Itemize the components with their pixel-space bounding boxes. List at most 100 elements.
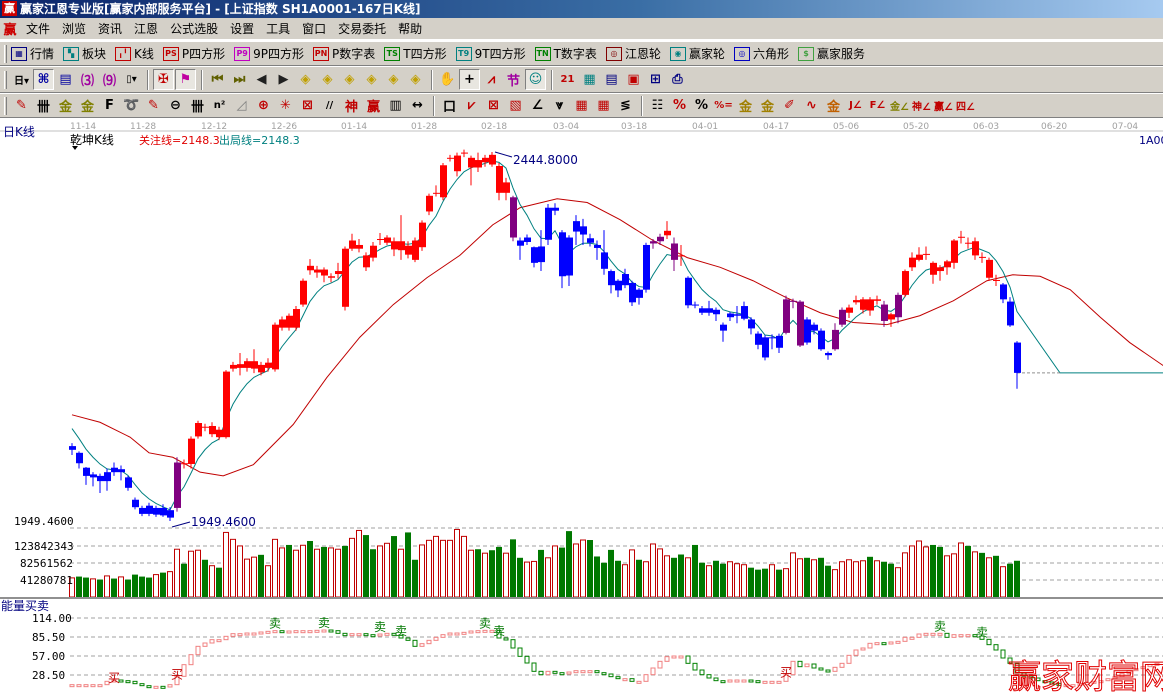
save-button[interactable]: ▣ bbox=[623, 69, 644, 90]
menu-browse[interactable]: 浏览 bbox=[62, 21, 87, 36]
toolbar-button-dollar[interactable]: $ 赢家服务 bbox=[797, 45, 865, 62]
ying-angle-button[interactable]: 赢∠ bbox=[933, 95, 954, 116]
gold-line-button[interactable]: 金 bbox=[55, 95, 76, 116]
si-angle-button[interactable]: 四∠ bbox=[955, 95, 976, 116]
chart3-button[interactable]: ⑶ bbox=[77, 69, 98, 90]
gold-circle-button[interactable]: 金 bbox=[735, 95, 756, 116]
last-button[interactable]: ⏭ bbox=[229, 69, 250, 90]
printer-button[interactable]: ⎙ bbox=[667, 69, 688, 90]
toolbar-button-t9[interactable]: T9 9T四方形 bbox=[455, 45, 526, 62]
pattern-button[interactable]: ⌘ bbox=[33, 69, 54, 90]
menu-trade[interactable]: 交易委托 bbox=[338, 21, 387, 36]
menu-help[interactable]: 帮助 bbox=[398, 21, 423, 36]
candle-dropdown[interactable]: ▯▾ bbox=[121, 69, 142, 90]
toolbar-grip[interactable] bbox=[4, 96, 7, 115]
panel-splitter[interactable] bbox=[0, 597, 1163, 599]
expand-h-button[interactable]: ◈ bbox=[339, 69, 360, 90]
percent-eq-button[interactable]: %= bbox=[713, 95, 734, 116]
toolbar-button-pn[interactable]: PN P数字表 bbox=[313, 45, 375, 62]
target-button[interactable]: ⊕ bbox=[253, 95, 274, 116]
toolbar-button-p9[interactable]: P9 9P四方形 bbox=[234, 45, 304, 62]
toolbar-button-ps[interactable]: PS P四方形 bbox=[162, 45, 225, 62]
star-button[interactable]: ✳ bbox=[275, 95, 296, 116]
gold-line3-button[interactable]: 金 bbox=[823, 95, 844, 116]
indicator-name[interactable]: 乾坤K线 bbox=[70, 132, 114, 147]
grid-box2-button[interactable]: ▦ bbox=[593, 95, 614, 116]
crosshair-button[interactable]: + bbox=[459, 69, 480, 90]
gold-eq-button[interactable]: 金 bbox=[757, 95, 778, 116]
menu-logo-icon[interactable]: 赢 bbox=[3, 23, 17, 38]
spiral-button[interactable]: ➰ bbox=[121, 95, 142, 116]
toolbar-button-hexagon[interactable]: ◎ 六角形 bbox=[733, 45, 789, 62]
box-hatch-button[interactable]: ▧ bbox=[505, 95, 526, 116]
brush-button[interactable]: ✐ bbox=[779, 95, 800, 116]
zoom-in-button[interactable]: ◈ bbox=[383, 69, 404, 90]
menu-settings[interactable]: 设置 bbox=[230, 21, 255, 36]
shen-button[interactable]: 神 bbox=[341, 95, 362, 116]
left-button[interactable]: ◀ bbox=[251, 69, 272, 90]
calculator-button[interactable]: ▦ bbox=[579, 69, 600, 90]
toolbar-button-blocks[interactable]: ▚ 板块 bbox=[63, 45, 106, 62]
period-day-dropdown[interactable]: 日▾ bbox=[11, 69, 32, 90]
toolbar-grip[interactable] bbox=[4, 44, 7, 63]
n2-button[interactable]: n² bbox=[209, 95, 230, 116]
toolbar-button-tn[interactable]: TN T数字表 bbox=[534, 45, 597, 62]
right-button[interactable]: ▶ bbox=[273, 69, 294, 90]
expand-v-button[interactable]: ◈ bbox=[405, 69, 426, 90]
box-button[interactable]: ⊠ bbox=[297, 95, 318, 116]
grid-box-button[interactable]: ▦ bbox=[571, 95, 592, 116]
box-diag-button[interactable]: ⊠ bbox=[483, 95, 504, 116]
menu-tools[interactable]: 工具 bbox=[266, 21, 291, 36]
fan-button[interactable]: ⩗ bbox=[461, 95, 482, 116]
slash-button[interactable]: // bbox=[319, 95, 340, 116]
angle-button[interactable]: ∠ bbox=[527, 95, 548, 116]
toolbar-button-kline[interactable]: ╻╹ K线 bbox=[115, 45, 154, 62]
face-button[interactable]: ☺ bbox=[525, 69, 546, 90]
arrows-button[interactable]: ↔ bbox=[407, 95, 428, 116]
percent-line-button[interactable]: % bbox=[669, 95, 690, 116]
chart-area[interactable]: 11-14 11-28 12-12 12-26 01-14 01-28 02-18 03-04… bbox=[0, 118, 1163, 695]
zoom-right-button[interactable]: ◈ bbox=[317, 69, 338, 90]
wave-button[interactable]: ∿ bbox=[801, 95, 822, 116]
f-angle-button[interactable]: F∠ bbox=[867, 95, 888, 116]
first-button[interactable]: ⏮ bbox=[207, 69, 228, 90]
percent-button[interactable]: % bbox=[691, 95, 712, 116]
ying-button[interactable]: 赢 bbox=[363, 95, 384, 116]
zoom-left-button[interactable]: ◈ bbox=[295, 69, 316, 90]
menu-gann[interactable]: 江恩 bbox=[134, 21, 159, 36]
grid2-button[interactable]: 卌 bbox=[187, 95, 208, 116]
indicator-dropdown-icon[interactable] bbox=[72, 146, 78, 150]
shen-angle-button[interactable]: 神∠ bbox=[911, 95, 932, 116]
pen-button[interactable]: ✎ bbox=[11, 95, 32, 116]
notebook-button[interactable]: ▤ bbox=[601, 69, 622, 90]
square-button[interactable]: 口 bbox=[439, 95, 460, 116]
pen2-button[interactable]: ✎ bbox=[143, 95, 164, 116]
toolbar-button-winner-wheel[interactable]: ◉ 赢家轮 bbox=[669, 45, 725, 62]
circle-button[interactable]: ⊖ bbox=[165, 95, 186, 116]
v-button[interactable]: ⩔ bbox=[549, 95, 570, 116]
flag-button[interactable]: ⚑ bbox=[175, 69, 196, 90]
parallel-button[interactable]: ≶ bbox=[615, 95, 636, 116]
line-button[interactable]: ⩘ bbox=[481, 69, 502, 90]
hand-button[interactable]: ✋ bbox=[437, 69, 458, 90]
hatch-button[interactable]: ▥ bbox=[385, 95, 406, 116]
grid-lines-button[interactable]: 卌 bbox=[33, 95, 54, 116]
gold-line2-button[interactable]: 金 bbox=[77, 95, 98, 116]
cross-analysis-button[interactable]: ✠ bbox=[153, 69, 174, 90]
menu-info[interactable]: 资讯 bbox=[98, 21, 123, 36]
table2-button[interactable]: ☷ bbox=[647, 95, 668, 116]
calendar-button[interactable]: 21 bbox=[557, 69, 578, 90]
toolbar-grip[interactable] bbox=[4, 70, 7, 89]
triangle-button[interactable]: ◿ bbox=[231, 95, 252, 116]
gold-angle-button[interactable]: 金∠ bbox=[889, 95, 910, 116]
chart9-button[interactable]: ⑼ bbox=[99, 69, 120, 90]
j-angle-button[interactable]: J∠ bbox=[845, 95, 866, 116]
shrink-h-button[interactable]: ◈ bbox=[361, 69, 382, 90]
menu-file[interactable]: 文件 bbox=[26, 21, 51, 36]
section-button[interactable]: 节 bbox=[503, 69, 524, 90]
menu-window[interactable]: 窗口 bbox=[302, 21, 327, 36]
toolbar-button-gann-wheel[interactable]: ◎ 江恩轮 bbox=[605, 45, 661, 62]
menu-formula-select[interactable]: 公式选股 bbox=[170, 21, 219, 36]
network-button[interactable]: ⊞ bbox=[645, 69, 666, 90]
toolbar-button-ts[interactable]: TS T四方形 bbox=[384, 45, 447, 62]
